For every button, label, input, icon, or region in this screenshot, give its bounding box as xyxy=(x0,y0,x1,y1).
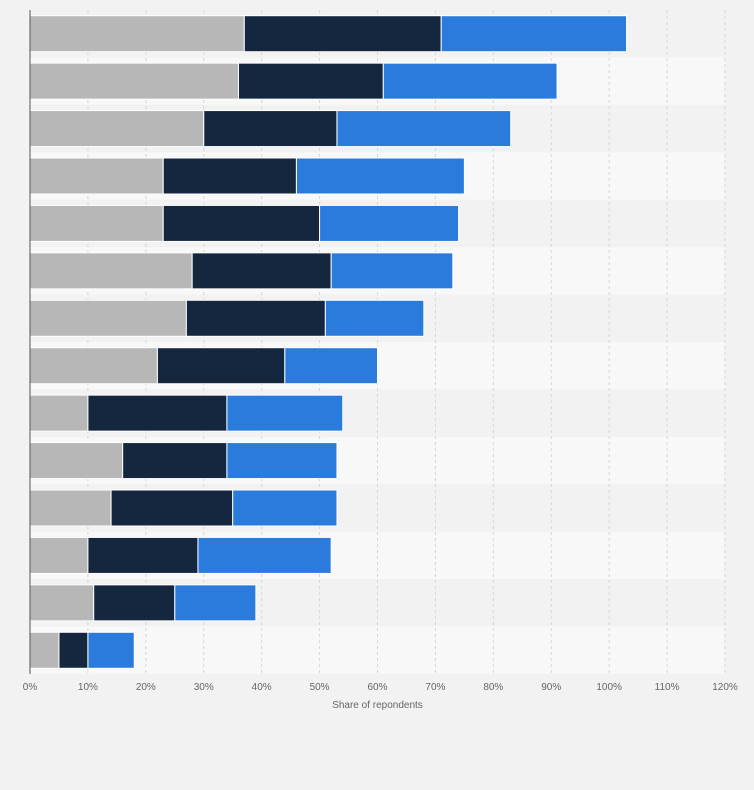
bar-segment[interactable] xyxy=(295,157,465,195)
bar-segment[interactable] xyxy=(122,442,228,480)
bar-segment[interactable] xyxy=(29,536,89,574)
x-tick-label: 0% xyxy=(23,682,38,693)
x-tick-label: 120% xyxy=(712,682,738,693)
bar-segment[interactable] xyxy=(29,489,112,527)
bar-segment[interactable] xyxy=(197,536,332,574)
bar-segment[interactable] xyxy=(226,442,338,480)
bar-segment[interactable] xyxy=(191,252,332,290)
bar-segment[interactable] xyxy=(29,15,245,53)
bar-segment[interactable] xyxy=(336,110,512,148)
bar-segment[interactable] xyxy=(87,536,199,574)
x-axis-title: Share of repondents xyxy=(332,700,423,711)
bar-segment[interactable] xyxy=(284,347,379,385)
bar-segment[interactable] xyxy=(29,347,158,385)
x-tick-label: 90% xyxy=(541,682,561,693)
bar-segment[interactable] xyxy=(243,15,442,53)
bar-segment[interactable] xyxy=(382,62,558,100)
x-tick-label: 10% xyxy=(78,682,98,693)
bar-segment[interactable] xyxy=(29,631,60,669)
bar-segment[interactable] xyxy=(29,252,193,290)
bar-segment[interactable] xyxy=(440,15,628,53)
x-tick-label: 50% xyxy=(310,682,330,693)
x-tick-labels: 0% 10% 20% 30% 40% 50% 60% 70% 80% 90% 100% 110% 120… xyxy=(23,682,738,693)
x-tick-label: 30% xyxy=(194,682,214,693)
bar-segment[interactable] xyxy=(93,584,176,622)
bar-segment[interactable] xyxy=(319,204,460,242)
bar-segment[interactable] xyxy=(226,394,344,432)
bar-segment[interactable] xyxy=(174,584,257,622)
bar-segment[interactable] xyxy=(185,299,326,337)
bar-segment[interactable] xyxy=(29,204,164,242)
x-tick-label: 100% xyxy=(596,682,622,693)
bar-segment[interactable] xyxy=(156,347,286,385)
x-tick-label: 40% xyxy=(252,682,272,693)
bar-segment[interactable] xyxy=(87,631,135,669)
bar-segment[interactable] xyxy=(29,110,205,148)
x-tick-label: 110% xyxy=(655,682,680,693)
x-tick-label: 20% xyxy=(136,682,156,693)
bar-segment[interactable] xyxy=(232,489,338,527)
bar-segment[interactable] xyxy=(110,489,234,527)
bar-segment[interactable] xyxy=(330,252,454,290)
bar-segment[interactable] xyxy=(203,110,338,148)
x-tick-label: 80% xyxy=(483,682,503,693)
bar-segment[interactable] xyxy=(29,394,89,432)
bar-segment[interactable] xyxy=(87,394,228,432)
x-tick-label: 70% xyxy=(425,682,445,693)
bars xyxy=(29,15,628,669)
bar-segment[interactable] xyxy=(29,62,239,100)
bar-segment[interactable] xyxy=(162,157,297,195)
x-tick-label: 60% xyxy=(367,682,387,693)
bar-segment[interactable] xyxy=(324,299,425,337)
bar-segment[interactable] xyxy=(29,299,187,337)
bar-segment[interactable] xyxy=(162,204,321,242)
bar-segment[interactable] xyxy=(29,584,95,622)
bar-segment[interactable] xyxy=(29,157,164,195)
bar-segment[interactable] xyxy=(238,62,384,100)
bar-segment[interactable] xyxy=(29,442,124,480)
bar-segment[interactable] xyxy=(58,631,89,669)
